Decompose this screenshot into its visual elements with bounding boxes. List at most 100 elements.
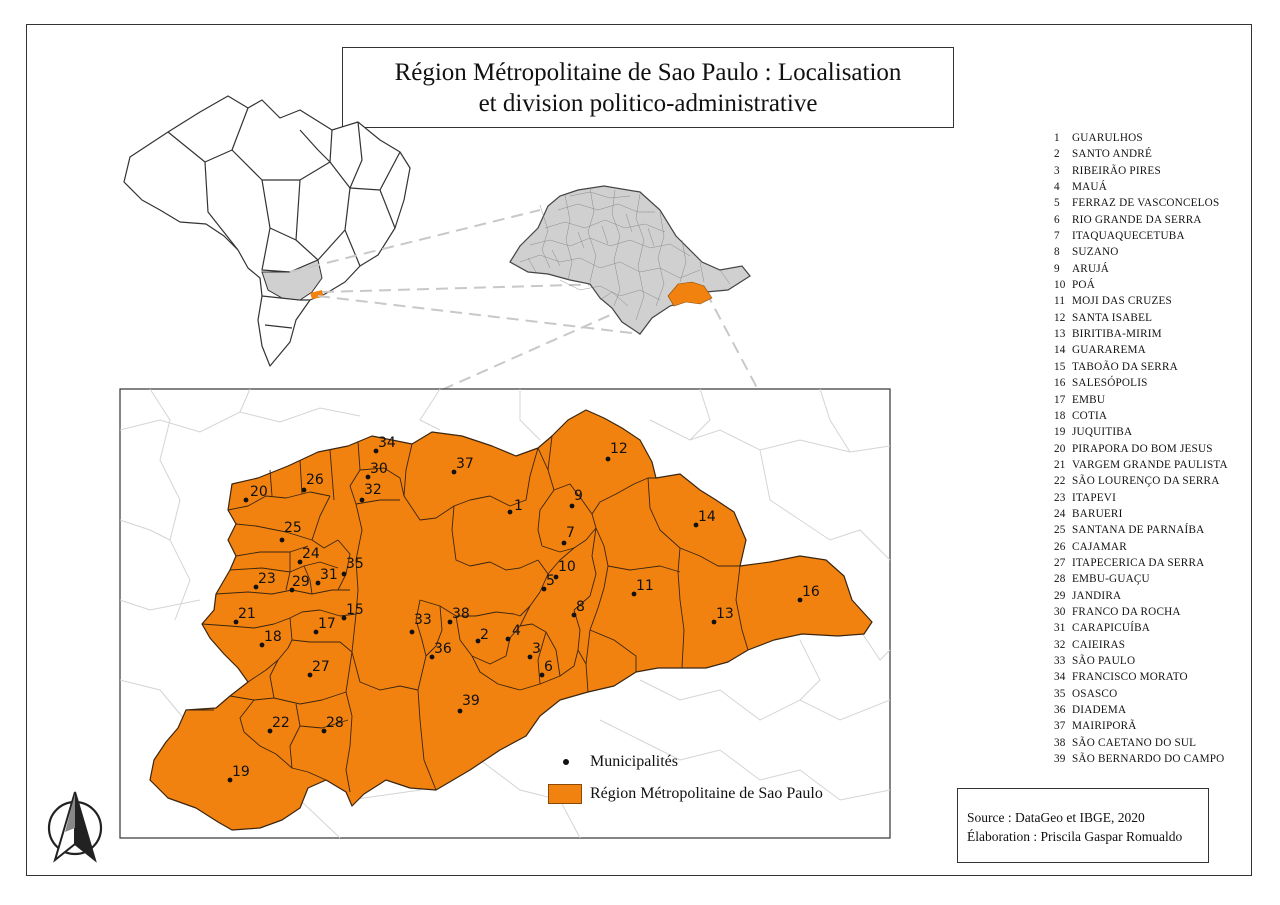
municipality-number: 4: [1054, 181, 1060, 194]
sao-paulo-state-map: [509, 185, 751, 335]
municipality-name: EMBU-GUAÇU: [1072, 573, 1150, 586]
municipality-point: [243, 497, 249, 503]
municipality-point: [539, 672, 545, 678]
municipality-name: DIADEMA: [1072, 704, 1127, 717]
map-frame: [26, 24, 1252, 876]
map-legend: Municipalités Région Métropolitaine de S…: [548, 748, 823, 808]
municipality-name: SANTA ISABEL: [1072, 311, 1153, 324]
municipality-number: 32: [1054, 638, 1066, 651]
municipality-map-label: 38: [452, 606, 470, 622]
municipality-index: 1 GUARULHOS 2 SANTO ANDRÉ 3 RIBEIRÃO PIRES 4 MA…: [1054, 130, 1254, 767]
municipality-point: [569, 503, 575, 509]
municipality-name: SALESÓPOLIS: [1072, 377, 1148, 390]
municipality-point: [259, 642, 265, 648]
municipality-point: [797, 597, 803, 603]
municipality-index-row: 12 SANTA ISABEL: [1054, 310, 1254, 326]
surrounding-boundaries: [119, 388, 891, 839]
municipality-name: SÃO CAETANO DO SUL: [1072, 736, 1197, 749]
municipality-name: MAIRIPORÃ: [1072, 720, 1137, 733]
north-arrow-icon: [47, 791, 103, 863]
municipality-map-label: 20: [250, 484, 268, 500]
title-line-2: et division politico-administrative: [478, 90, 818, 117]
municipality-number: 12: [1054, 311, 1066, 324]
municipality-point: [693, 522, 699, 528]
municipality-map-label: 17: [318, 616, 336, 632]
municipality-number: 22: [1054, 475, 1066, 488]
municipality-map-label: 27: [312, 659, 330, 675]
municipality-map-label: 21: [238, 606, 256, 622]
municipality-name: FERRAZ DE VASCONCELOS: [1072, 197, 1220, 210]
municipality-index-row: 5 FERRAZ DE VASCONCELOS: [1054, 195, 1254, 211]
municipality-point: [373, 448, 379, 454]
municipality-name: GUARAREMA: [1072, 344, 1146, 357]
municipality-name: POÁ: [1072, 279, 1095, 292]
municipality-number: 23: [1054, 491, 1066, 504]
municipality-index-row: 23 ITAPEVI: [1054, 490, 1254, 506]
municipality-index-row: 10 POÁ: [1054, 277, 1254, 293]
municipality-points: 1234567891011121314151617181920212223242…: [227, 435, 820, 783]
municipality-point: [267, 728, 273, 734]
municipality-map-label: 35: [346, 556, 364, 572]
rmsp-region: [149, 409, 873, 831]
municipality-number: 26: [1054, 540, 1066, 553]
municipality-map-label: 6: [544, 659, 553, 675]
municipality-index-row: 27 ITAPECERICA DA SERRA: [1054, 555, 1254, 571]
municipality-name: CARAPICUÍBA: [1072, 622, 1151, 635]
municipality-index-row: 24 BARUERI: [1054, 506, 1254, 522]
municipality-name: CAIEIRAS: [1072, 638, 1126, 651]
municipality-point: [631, 591, 637, 597]
municipality-number: 8: [1054, 246, 1060, 259]
municipality-map-label: 13: [716, 606, 734, 622]
municipality-index-row: 18 COTIA: [1054, 408, 1254, 424]
municipality-number: 10: [1054, 279, 1066, 292]
municipality-point: [307, 672, 313, 678]
municipality-point: [541, 586, 547, 592]
municipality-map-label: 26: [306, 472, 324, 488]
municipality-map-label: 4: [512, 623, 521, 639]
municipality-name: JANDIRA: [1072, 589, 1122, 602]
municipality-map-label: 16: [802, 584, 820, 600]
municipality-map-label: 25: [284, 520, 302, 536]
municipality-number: 30: [1054, 605, 1066, 618]
municipality-number: 18: [1054, 409, 1066, 422]
municipality-map-label: 28: [326, 715, 344, 731]
municipality-name: ITAPECERICA DA SERRA: [1072, 556, 1205, 569]
municipality-number: 27: [1054, 556, 1066, 569]
municipality-name: COTIA: [1072, 409, 1108, 422]
municipality-point: [233, 619, 239, 625]
municipality-index-row: 35 OSASCO: [1054, 686, 1254, 702]
municipality-map-label: 39: [462, 693, 480, 709]
municipality-name: RIO GRANDE DA SERRA: [1072, 213, 1202, 226]
legend-points-label: Municipalités: [590, 753, 678, 770]
municipality-point: [409, 629, 415, 635]
municipality-name: SANTO ANDRÉ: [1072, 148, 1153, 161]
municipality-number: 24: [1054, 507, 1066, 520]
municipality-point: [505, 636, 511, 642]
municipality-name: SÃO PAULO: [1072, 655, 1136, 667]
region-swatch-icon: [548, 784, 582, 804]
municipality-index-row: 17 EMBU: [1054, 392, 1254, 408]
municipality-index-row: 38 SÃO CAETANO DO SUL: [1054, 735, 1254, 751]
municipality-index-row: 11 MOJI DAS CRUZES: [1054, 293, 1254, 309]
municipality-index-row: 31 CARAPICUÍBA: [1054, 620, 1254, 636]
municipality-point: [315, 580, 321, 586]
municipality-index-row: 7 ITAQUAQUECETUBA: [1054, 228, 1254, 244]
municipality-point: [429, 654, 435, 660]
municipality-index-row: 13 BIRITIBA-MIRIM: [1054, 326, 1254, 342]
municipality-map-label: 8: [576, 599, 585, 615]
municipality-point: [451, 469, 457, 475]
municipality-index-row: 33 SÃO PAULO: [1054, 653, 1254, 669]
municipality-map-label: 24: [302, 546, 320, 562]
municipality-point: [553, 574, 559, 580]
municipality-index-row: 28 EMBU-GUAÇU: [1054, 571, 1254, 587]
municipality-name: RIBEIRÃO PIRES: [1072, 164, 1161, 177]
municipality-map-label: 32: [364, 482, 382, 498]
municipality-number: 39: [1054, 753, 1066, 766]
municipality-number: 2: [1054, 148, 1060, 161]
municipality-index-row: 15 TABOÃO DA SERRA: [1054, 359, 1254, 375]
legend-region-label: Région Métropolitaine de Sao Paulo: [590, 785, 823, 802]
municipality-point: [313, 629, 319, 635]
municipality-point: [289, 587, 295, 593]
municipality-number: 33: [1054, 655, 1066, 667]
